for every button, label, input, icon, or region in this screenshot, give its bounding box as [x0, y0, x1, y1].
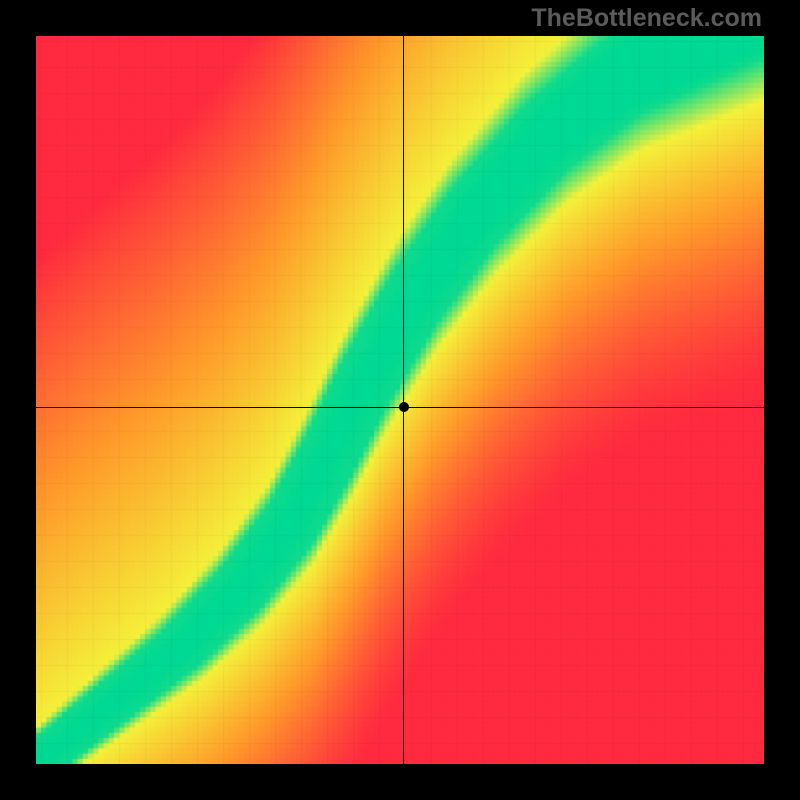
heatmap-canvas: [36, 36, 764, 764]
chart-outer: TheBottleneck.com: [0, 0, 800, 800]
watermark-text: TheBottleneck.com: [531, 4, 762, 33]
heatmap-plot: [36, 36, 764, 764]
crosshair-vertical: [403, 36, 404, 764]
crosshair-marker: [399, 402, 409, 412]
